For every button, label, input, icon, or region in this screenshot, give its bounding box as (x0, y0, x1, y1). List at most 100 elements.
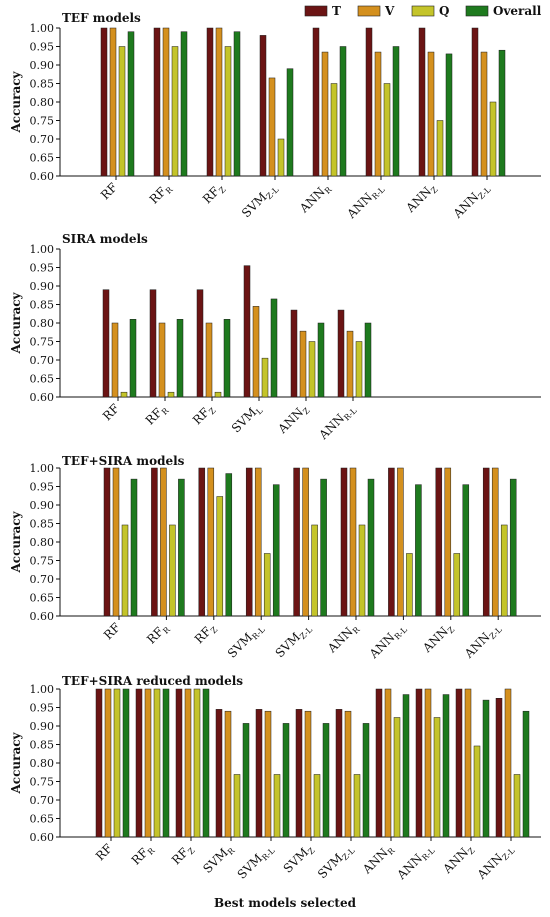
bar-v-6 (304, 710, 312, 838)
bar-q-6 (313, 774, 321, 838)
x-tick-label: ANNZ (275, 401, 312, 438)
bar-v-3 (215, 27, 223, 177)
bar-overall-9 (509, 478, 517, 617)
bar-v-8 (480, 51, 488, 177)
bar-q-1 (121, 524, 129, 617)
bar-overall-3 (233, 31, 241, 177)
y-tick-label: 0.60 (30, 170, 55, 183)
bar-q-5 (311, 524, 318, 617)
x-tick-label: RFR (143, 401, 172, 430)
bar-overall-3 (223, 319, 231, 398)
bar-q-5 (273, 774, 281, 838)
x-tick-label: ANNR-L (316, 401, 359, 444)
bar-q-6 (358, 524, 366, 617)
legend-label-overall: Overall (493, 4, 542, 18)
y-tick-label: 0.65 (30, 152, 55, 165)
bar-overall-6 (364, 322, 372, 398)
bar-q-7 (436, 120, 444, 177)
y-tick-label: 0.60 (30, 391, 55, 404)
bar-overall-6 (367, 478, 375, 617)
bar-t-8 (375, 688, 383, 838)
bar-v-4 (252, 306, 260, 398)
y-tick-label: 0.65 (30, 373, 55, 386)
panels: 0.60 0.65 0.70 0.75 0.80 0.85 0.90 0.95 1.00 Accu… (9, 11, 541, 884)
x-tick-label: RFZ (169, 841, 197, 869)
x-tick-label: ANNZ (403, 180, 440, 217)
bar-v-1 (112, 467, 120, 617)
bar-t-1 (102, 289, 110, 398)
legend-swatch-q (411, 5, 435, 17)
y-tick-label: 0.85 (30, 739, 55, 752)
bar-overall-3 (202, 688, 210, 838)
y-tick-label: 0.70 (30, 133, 55, 146)
bar-t-6 (295, 709, 303, 838)
bar-q-3 (216, 496, 224, 617)
panel-title: TEF+SIRA models (62, 454, 185, 468)
y-axis-label: Accuracy (9, 731, 23, 794)
bar-overall-10 (482, 699, 490, 838)
bar-v-2 (158, 322, 166, 398)
bar-t-1 (95, 688, 103, 838)
bar-overall-6 (322, 723, 330, 838)
bar-t-9 (482, 467, 490, 617)
bar-v-3 (205, 322, 213, 398)
y-tick-label: 0.85 (30, 78, 55, 91)
bar-overall-1 (127, 31, 135, 177)
bar-t-9 (415, 688, 423, 838)
bar-overall-9 (442, 694, 450, 838)
bar-v-7 (344, 710, 352, 838)
y-tick-label: 0.75 (30, 336, 55, 349)
x-tick-label: ANNR-L (394, 841, 437, 884)
x-tick-label: RF (101, 620, 123, 642)
legend-swatch-t (304, 5, 328, 17)
bar-q-1 (118, 46, 126, 177)
bar-t-2 (153, 27, 161, 177)
bar-t-4 (215, 709, 223, 838)
bar-v-10 (464, 688, 472, 838)
x-tick-label: SVMZ-L (315, 841, 357, 883)
bar-overall-7 (362, 723, 370, 838)
bar-q-7 (406, 553, 413, 617)
x-tick-label: ANNR-L (344, 180, 387, 223)
bar-v-1 (111, 322, 119, 398)
y-tick-label: 0.80 (30, 536, 55, 549)
bar-q-3 (214, 391, 222, 398)
bar-overall-1 (122, 688, 130, 838)
bar-t-5 (312, 27, 320, 177)
bar-v-8 (384, 688, 392, 838)
bar-v-6 (346, 330, 354, 398)
y-tick-label: 0.90 (30, 280, 55, 293)
legend: T V Q Overall (304, 4, 542, 18)
legend-label-v: V (384, 4, 395, 18)
bar-t-10 (455, 688, 463, 838)
bar-t-3 (206, 27, 214, 177)
x-tick-label: ANNR (296, 180, 334, 218)
x-tick-label: ANNZ (440, 841, 477, 878)
panel-title: TEF models (62, 11, 141, 25)
x-tick-label: SVMR-L (225, 620, 267, 662)
x-tick-label: SVMZ-L (273, 620, 315, 662)
bar-t-7 (418, 27, 426, 177)
bar-q-6 (355, 341, 363, 398)
bar-overall-5 (320, 478, 327, 617)
x-tick-label: ANNZ-L (450, 180, 493, 223)
bar-t-4 (245, 467, 253, 617)
bar-t-3 (175, 688, 183, 838)
bar-v-5 (299, 330, 307, 398)
bar-v-1 (109, 27, 117, 177)
bar-overall-4 (270, 298, 278, 398)
x-tick-label: RFZ (192, 620, 220, 648)
bar-v-7 (397, 467, 404, 617)
bar-overall-1 (130, 478, 138, 617)
bar-overall-8 (498, 49, 506, 177)
bar-overall-2 (180, 31, 188, 177)
bar-v-3 (207, 467, 215, 617)
bar-q-7 (353, 774, 361, 838)
bar-t-2 (135, 688, 143, 838)
bar-overall-7 (445, 53, 453, 177)
bar-t-1 (103, 467, 111, 617)
bar-overall-6 (392, 46, 400, 177)
bar-t-6 (337, 309, 345, 398)
bar-overall-2 (176, 319, 184, 398)
